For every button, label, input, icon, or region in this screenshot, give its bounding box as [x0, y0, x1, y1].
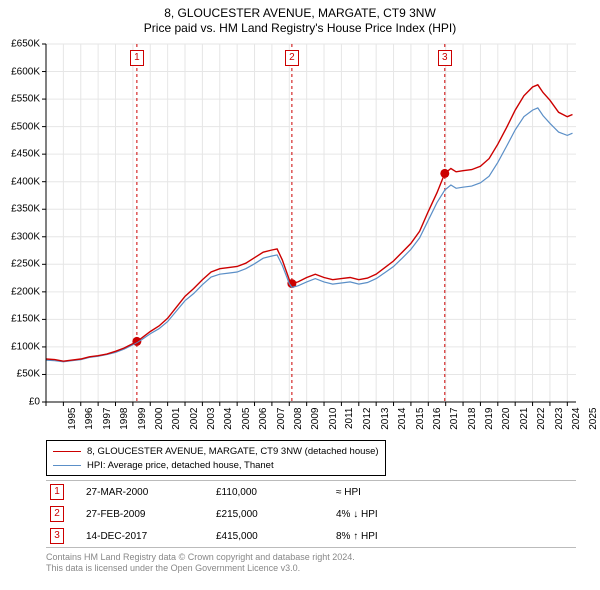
sale-price: £215,000 [216, 509, 336, 520]
x-tick-label: 2014 [397, 408, 408, 430]
y-tick-label: £650K [11, 39, 40, 50]
x-tick-label: 2008 [293, 408, 304, 430]
sale-row: 3 14-DEC-2017£415,0008% ↑ HPI [46, 525, 576, 547]
y-tick-label: £50K [17, 369, 40, 380]
chart-plot-area: 1 2 3 [46, 44, 576, 402]
x-tick-label: 2020 [501, 408, 512, 430]
legend-label: 8, GLOUCESTER AVENUE, MARGATE, CT9 3NW (… [87, 446, 379, 457]
sale-date: 14-DEC-2017 [86, 531, 216, 542]
x-tick-label: 1998 [119, 408, 130, 430]
chart-container: 8, GLOUCESTER AVENUE, MARGATE, CT9 3NW P… [0, 0, 600, 590]
sale-price: £110,000 [216, 487, 336, 498]
y-tick-label: £600K [11, 66, 40, 77]
sale-row: 1 27-MAR-2000£110,000≈ HPI [46, 481, 576, 503]
sale-hpi: 4% ↓ HPI [336, 509, 446, 520]
legend-item: HPI: Average price, detached house, Than… [53, 458, 379, 472]
sale-date: 27-MAR-2000 [86, 487, 216, 498]
x-tick-label: 2025 [588, 408, 599, 430]
x-tick-label: 1999 [136, 408, 147, 430]
x-axis: 1995 1996 1997 1998 1999 2000 2001 2002 2003 2004… [46, 404, 576, 440]
x-tick-label: 2007 [275, 408, 286, 430]
attribution-line1: Contains HM Land Registry data © Crown c… [46, 552, 355, 563]
x-tick-label: 2016 [432, 408, 443, 430]
sale-number-box: 2 [50, 506, 64, 522]
x-tick-label: 2021 [519, 408, 530, 430]
y-axis: £0£50K£100K£150K£200K£250K£300K£350K£400… [0, 44, 44, 402]
sale-marker-box: 1 [130, 50, 144, 66]
attribution: Contains HM Land Registry data © Crown c… [46, 552, 355, 575]
sale-date: 27-FEB-2009 [86, 509, 216, 520]
y-tick-label: £550K [11, 94, 40, 105]
x-tick-label: 1997 [102, 408, 113, 430]
x-tick-label: 2005 [241, 408, 252, 430]
sale-price: £415,000 [216, 531, 336, 542]
x-tick-label: 1996 [84, 408, 95, 430]
legend-swatch [53, 451, 81, 452]
y-tick-label: £200K [11, 286, 40, 297]
x-tick-label: 2002 [188, 408, 199, 430]
title-address: 8, GLOUCESTER AVENUE, MARGATE, CT9 3NW [0, 6, 600, 20]
x-tick-label: 2000 [154, 408, 165, 430]
y-tick-label: £300K [11, 231, 40, 242]
x-tick-label: 2015 [414, 408, 425, 430]
sale-marker-box: 3 [438, 50, 452, 66]
x-tick-label: 2010 [327, 408, 338, 430]
y-tick-label: £0 [29, 397, 40, 408]
x-tick-label: 2012 [362, 408, 373, 430]
x-tick-label: 2023 [553, 408, 564, 430]
x-tick-label: 2001 [171, 408, 182, 430]
legend-label: HPI: Average price, detached house, Than… [87, 460, 274, 471]
x-tick-label: 2024 [571, 408, 582, 430]
sale-row: 2 27-FEB-2009£215,0004% ↓ HPI [46, 503, 576, 525]
x-tick-label: 2006 [258, 408, 269, 430]
attribution-line2: This data is licensed under the Open Gov… [46, 563, 355, 574]
legend-item: 8, GLOUCESTER AVENUE, MARGATE, CT9 3NW (… [53, 444, 379, 458]
x-tick-label: 1995 [67, 408, 78, 430]
y-tick-label: £350K [11, 204, 40, 215]
legend: 8, GLOUCESTER AVENUE, MARGATE, CT9 3NW (… [46, 440, 386, 476]
legend-swatch [53, 465, 81, 466]
y-tick-label: £150K [11, 314, 40, 325]
sales-table: 1 27-MAR-2000£110,000≈ HPI 2 27-FEB-2009£21… [46, 480, 576, 548]
y-tick-label: £100K [11, 341, 40, 352]
y-tick-label: £400K [11, 176, 40, 187]
chart-svg [46, 44, 576, 402]
x-tick-label: 2017 [449, 408, 460, 430]
sale-number-box: 1 [50, 484, 64, 500]
y-tick-label: £250K [11, 259, 40, 270]
x-tick-label: 2004 [223, 408, 234, 430]
x-tick-label: 2013 [380, 408, 391, 430]
sale-marker-box: 2 [285, 50, 299, 66]
title-subtitle: Price paid vs. HM Land Registry's House … [0, 21, 600, 35]
sale-hpi: ≈ HPI [336, 487, 446, 498]
x-tick-label: 2003 [206, 408, 217, 430]
title-block: 8, GLOUCESTER AVENUE, MARGATE, CT9 3NW P… [0, 0, 600, 35]
sale-hpi: 8% ↑ HPI [336, 531, 446, 542]
x-tick-label: 2018 [466, 408, 477, 430]
sale-number-box: 3 [50, 528, 64, 544]
y-tick-label: £500K [11, 121, 40, 132]
x-tick-label: 2009 [310, 408, 321, 430]
x-tick-label: 2022 [536, 408, 547, 430]
y-tick-label: £450K [11, 149, 40, 160]
x-tick-label: 2019 [484, 408, 495, 430]
x-tick-label: 2011 [344, 408, 355, 430]
